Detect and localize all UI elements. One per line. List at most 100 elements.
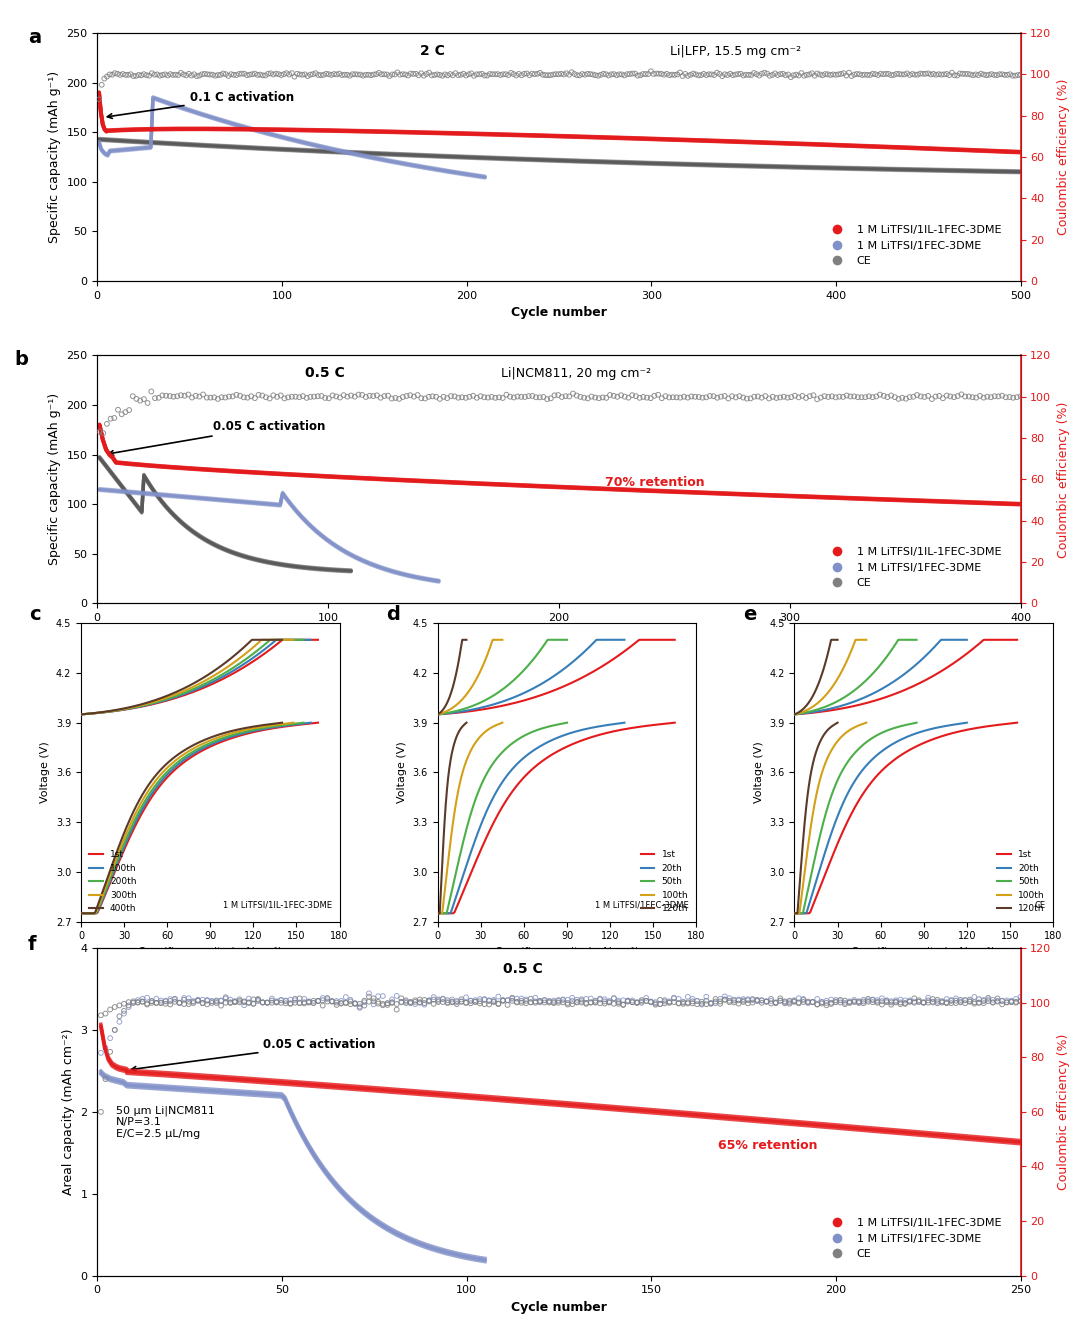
Point bbox=[482, 64, 499, 85]
Point bbox=[269, 386, 286, 407]
Point bbox=[791, 992, 808, 1013]
Point bbox=[951, 992, 969, 1013]
Point bbox=[661, 992, 678, 1013]
Point bbox=[215, 64, 232, 85]
Point bbox=[438, 65, 456, 86]
Point bbox=[679, 993, 697, 1014]
Point bbox=[563, 61, 580, 82]
Point bbox=[175, 64, 192, 85]
Point bbox=[180, 988, 198, 1009]
Point bbox=[639, 64, 657, 85]
Point bbox=[679, 387, 697, 408]
Point bbox=[658, 64, 675, 85]
Point bbox=[130, 989, 147, 1010]
Point bbox=[258, 992, 275, 1013]
Point bbox=[471, 991, 488, 1012]
Point bbox=[946, 65, 963, 86]
Point bbox=[951, 989, 969, 1010]
Point bbox=[394, 64, 411, 85]
Point bbox=[254, 992, 271, 1013]
Point bbox=[684, 991, 701, 1012]
Point bbox=[406, 989, 423, 1010]
Point bbox=[521, 65, 538, 86]
Point bbox=[896, 992, 914, 1013]
Point bbox=[545, 992, 563, 1013]
Point bbox=[323, 991, 340, 1012]
Point bbox=[594, 387, 611, 408]
Point bbox=[122, 64, 139, 85]
Point bbox=[605, 386, 622, 407]
Point bbox=[446, 386, 463, 407]
Y-axis label: Coulombic efficiency (%): Coulombic efficiency (%) bbox=[1057, 1034, 1070, 1189]
X-axis label: Cycle number: Cycle number bbox=[511, 1301, 607, 1314]
Point bbox=[503, 988, 521, 1009]
Point bbox=[994, 991, 1011, 1012]
Point bbox=[138, 994, 156, 1016]
Point bbox=[365, 993, 382, 1014]
Point bbox=[483, 386, 500, 407]
Point bbox=[221, 989, 239, 1010]
Point bbox=[712, 993, 729, 1014]
Point bbox=[426, 65, 443, 86]
Point bbox=[373, 64, 390, 85]
Point bbox=[522, 988, 539, 1009]
Point bbox=[692, 65, 710, 86]
Point bbox=[268, 992, 285, 1013]
Point bbox=[97, 1002, 114, 1024]
Point bbox=[406, 992, 423, 1013]
Point bbox=[170, 65, 187, 86]
Point bbox=[951, 991, 969, 1012]
Point bbox=[988, 65, 1005, 86]
Point bbox=[613, 64, 631, 85]
Point bbox=[901, 65, 918, 86]
Y-axis label: Coulombic efficiency (%): Coulombic efficiency (%) bbox=[1057, 402, 1070, 557]
Point bbox=[420, 991, 437, 1012]
Point bbox=[261, 389, 279, 410]
Point bbox=[485, 992, 502, 1013]
Point bbox=[572, 989, 590, 1010]
Point bbox=[423, 386, 441, 407]
Point bbox=[231, 385, 248, 406]
Point bbox=[592, 988, 609, 1009]
Point bbox=[206, 65, 224, 86]
Point bbox=[771, 991, 788, 1012]
Point bbox=[449, 387, 467, 408]
Point bbox=[804, 992, 821, 1013]
Point bbox=[769, 65, 786, 86]
Point bbox=[781, 993, 798, 1014]
Point bbox=[675, 991, 692, 1012]
Point bbox=[727, 64, 744, 85]
Point bbox=[600, 992, 618, 1013]
Point bbox=[595, 64, 612, 85]
Point bbox=[381, 65, 399, 86]
Point bbox=[856, 387, 874, 408]
Point bbox=[457, 992, 474, 1013]
Point bbox=[505, 64, 523, 85]
Point bbox=[605, 993, 622, 1014]
Point bbox=[1012, 386, 1029, 407]
Point bbox=[696, 64, 713, 85]
Point bbox=[1001, 64, 1018, 85]
Point bbox=[478, 65, 496, 86]
Point bbox=[361, 385, 378, 406]
Point bbox=[597, 387, 615, 408]
Point bbox=[402, 992, 419, 1013]
Point bbox=[179, 385, 197, 406]
Point bbox=[494, 387, 511, 408]
Point bbox=[791, 988, 808, 1009]
Point bbox=[796, 65, 813, 86]
Point bbox=[124, 386, 141, 407]
Point bbox=[111, 1012, 129, 1033]
Point bbox=[582, 992, 599, 1013]
Point bbox=[977, 65, 995, 86]
Point bbox=[448, 993, 465, 1014]
Point bbox=[337, 987, 354, 1008]
Point bbox=[751, 65, 768, 86]
Point bbox=[438, 387, 456, 408]
Point bbox=[868, 992, 886, 1013]
Point bbox=[243, 386, 260, 407]
Point bbox=[832, 989, 849, 1010]
Point bbox=[578, 992, 595, 1013]
Point bbox=[899, 62, 916, 84]
Point bbox=[224, 386, 241, 407]
